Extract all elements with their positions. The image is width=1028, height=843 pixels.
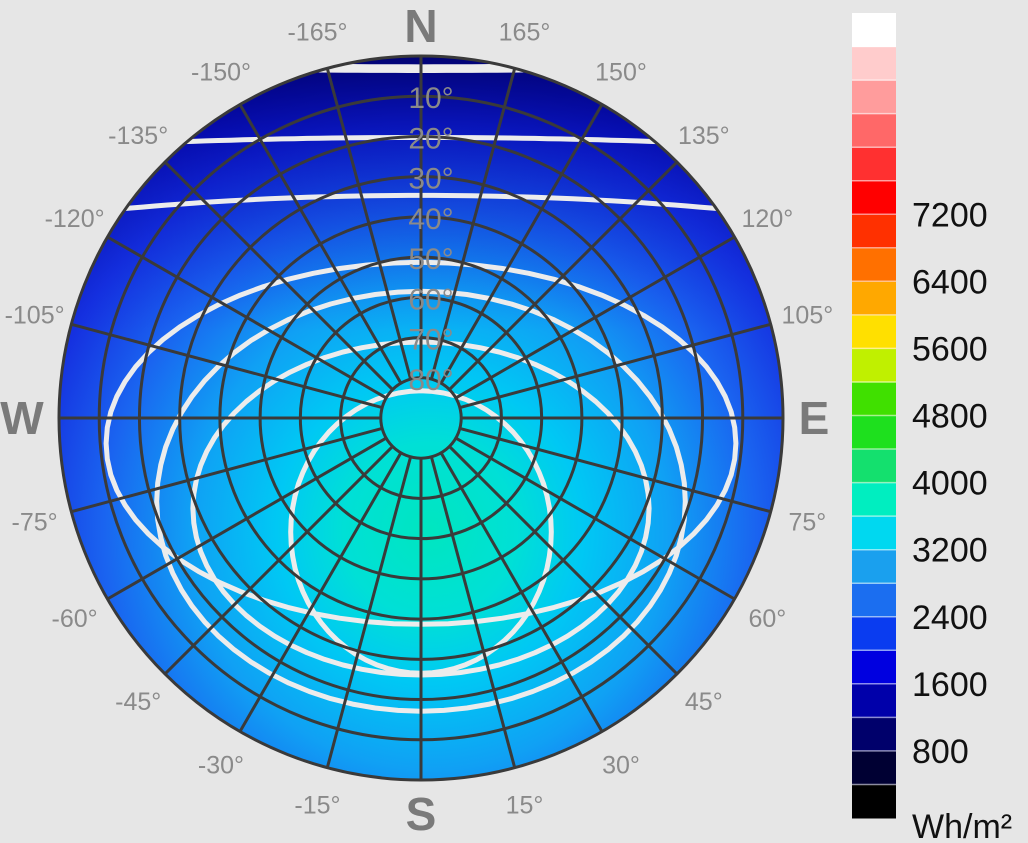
contour-line-3000 [190, 339, 652, 678]
colorbar-tick-label: 3200 [912, 532, 988, 570]
colorbar-segment [852, 113, 896, 148]
sky-dome: 10° 20° 30° 40° 50° 60° 70° 80° [57, 54, 785, 782]
colorbar-segment [852, 650, 896, 685]
azimuth-label: 150° [595, 59, 647, 87]
azimuth-spoke-45 [448, 445, 679, 676]
colorbar-segment [852, 180, 896, 215]
azimuth-label: -120° [45, 205, 105, 233]
colorbar-segment [852, 214, 896, 249]
azimuth-label: -45° [115, 688, 161, 716]
azimuth-label: 135° [678, 122, 730, 150]
azimuth-spoke-225 [163, 160, 394, 391]
contour-line-2800 [154, 288, 688, 714]
colorbar-segment [852, 247, 896, 282]
colorbar-unit-label: Wh/m² [912, 808, 1012, 843]
altitude-label-40: 40° [408, 203, 453, 236]
altitude-label-20: 20° [408, 122, 453, 155]
azimuth-spoke-135 [448, 160, 679, 391]
colorbar-segment [852, 784, 896, 819]
azimuth-spoke-195 [325, 67, 413, 380]
azimuth-label: -150° [191, 59, 251, 87]
colorbar: 800 1600 2400 3200 4000 4800 5600 6400 7200 [852, 13, 988, 819]
azimuth-spoke-315 [163, 445, 394, 676]
colorbar-segment [852, 482, 896, 517]
azimuth-label: 165° [499, 19, 551, 47]
colorbar-tick-label: 5600 [912, 330, 988, 368]
colorbar-segment [852, 13, 896, 47]
colorbar-segment [852, 281, 896, 316]
azimuth-label: -135° [108, 122, 168, 150]
colorbar-segment [852, 147, 896, 182]
azimuth-spoke-240 [106, 235, 387, 400]
colorbar-segment [852, 80, 896, 115]
contour-line-3200 [288, 388, 554, 676]
altitude-labels: 10° 20° 30° 40° 50° 60° 70° 80° [408, 82, 453, 397]
colorbar-segment [852, 348, 896, 383]
polar-grid [59, 56, 783, 780]
cardinal-east: E [799, 392, 830, 444]
colorbar-segment [852, 415, 896, 450]
altitude-label-10: 10° [408, 82, 453, 115]
azimuth-spoke-300 [106, 436, 387, 601]
azimuth-spoke-255 [70, 322, 383, 410]
azimuth-spoke-150 [439, 103, 604, 384]
azimuth-label: 105° [782, 302, 834, 330]
azimuth-label: 75° [788, 509, 826, 537]
cardinal-south: S [406, 788, 437, 840]
azimuth-label: -75° [12, 509, 58, 537]
colorbar-segment [852, 717, 896, 752]
colorbar-tick-label: 800 [912, 733, 969, 771]
colorbar-segment [852, 683, 896, 718]
azimuth-label: 60° [748, 605, 786, 633]
azimuth-label: 120° [742, 205, 794, 233]
colorbar-segment [852, 449, 896, 483]
colorbar-segment [852, 516, 896, 551]
altitude-label-30: 30° [408, 163, 453, 196]
azimuth-label: -30° [198, 751, 244, 779]
azimuth-labels: 165° 150° 135° 120° 105° 75° 60° 45° 30° 15° -15° -… [5, 19, 834, 820]
azimuth-spoke-30 [439, 452, 604, 733]
azimuth-spoke-345 [325, 456, 413, 769]
azimuth-spoke-105 [459, 322, 772, 410]
azimuth-spoke-120 [455, 235, 736, 400]
cardinal-west: W [0, 392, 44, 444]
azimuth-spoke-75 [459, 426, 772, 514]
azimuth-spoke-15 [429, 456, 517, 769]
azimuth-spoke-330 [238, 452, 403, 733]
azimuth-label: 15° [506, 791, 544, 819]
colorbar-tick-label: 1600 [912, 666, 988, 704]
altitude-label-80: 80° [408, 364, 453, 397]
altitude-label-60: 60° [408, 283, 453, 316]
azimuth-spoke-210 [238, 103, 403, 384]
azimuth-label: 30° [602, 751, 640, 779]
colorbar-segment [852, 750, 896, 785]
cardinal-north: N [404, 0, 437, 52]
colorbar-tick-label: 4000 [912, 465, 988, 503]
colorbar-segment [852, 583, 896, 618]
colorbar-segment [852, 46, 896, 81]
azimuth-spoke-165 [429, 67, 517, 380]
altitude-label-50: 50° [408, 243, 453, 276]
azimuth-label: 45° [685, 688, 723, 716]
altitude-label-70: 70° [408, 324, 453, 357]
azimuth-label: -60° [52, 605, 98, 633]
azimuth-label: -15° [294, 791, 340, 819]
colorbar-tick-label: 2400 [912, 599, 988, 637]
colorbar-tick-label: 4800 [912, 398, 988, 436]
colorbar-segment [852, 616, 896, 651]
azimuth-spoke-60 [455, 436, 736, 601]
azimuth-label: -105° [5, 302, 65, 330]
dome-outline [57, 54, 785, 782]
colorbar-segment [852, 314, 896, 349]
azimuth-label: -165° [287, 19, 347, 47]
azimuth-spoke-285 [70, 426, 383, 514]
colorbar-segment [852, 382, 896, 416]
colorbar-tick-label: 6400 [912, 263, 988, 301]
colorbar-tick-label: 7200 [912, 196, 988, 234]
colorbar-segment [852, 549, 896, 584]
